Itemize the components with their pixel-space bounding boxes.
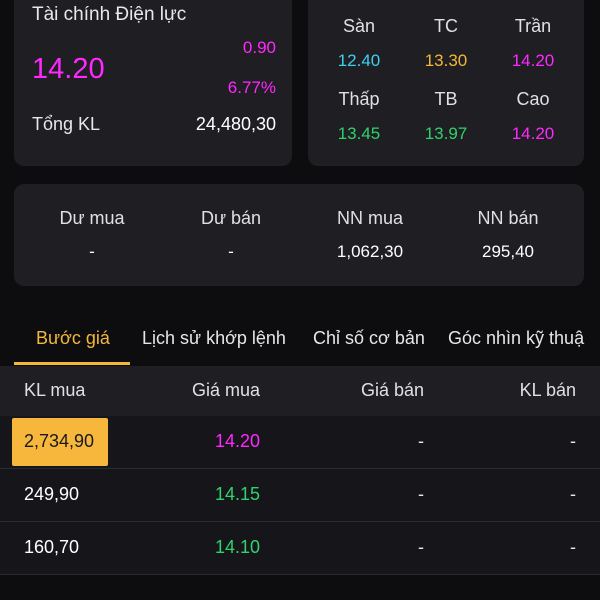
bid-price: 14.10 [214, 537, 260, 557]
table-row[interactable]: 249,90 14.15 - - [0, 469, 600, 522]
foreign-buy: NN mua 1,062,30 [300, 208, 440, 262]
price-change: 0.90 [242, 38, 276, 57]
bid-volume: 249,90 [24, 484, 80, 504]
ceiling-price-value: 14.20 [511, 51, 555, 70]
header-bid-volume: KL mua [24, 380, 86, 400]
average-price-label: TB [434, 89, 458, 109]
ask-volume: - [570, 484, 576, 504]
ask-volume: - [570, 431, 576, 451]
tab-technical-view[interactable]: Góc nhìn kỹ thuậ [448, 328, 585, 348]
ask-price: - [418, 431, 424, 451]
bid-volume: 2,734,90 [24, 431, 95, 451]
high-price: Cao 14.20 [488, 89, 578, 144]
bid-surplus-label: Dư mua [59, 208, 125, 228]
floor-price-label: Sàn [342, 16, 376, 36]
company-name: Tài chính Điện lực [32, 4, 187, 25]
ask-surplus-label: Dư bán [200, 208, 262, 228]
high-price-label: Cao [516, 89, 550, 109]
orderbook-header: KL mua Giá mua Giá bán KL bán [0, 366, 600, 416]
ask-surplus-value: - [228, 242, 234, 261]
reference-price-value: 13.30 [424, 51, 468, 70]
header-ask-price: Giá bán [360, 380, 424, 400]
foreign-buy-value: 1,062,30 [336, 242, 404, 261]
tab-price-steps[interactable]: Bước giá [36, 328, 110, 348]
reference-price: TC 13.30 [401, 16, 491, 71]
current-price: 14.20 [32, 53, 105, 85]
bid-surplus: Dư mua - [22, 208, 162, 262]
floor-price-value: 12.40 [337, 51, 381, 70]
total-volume-value: 24,480,30 [195, 114, 276, 134]
table-row[interactable]: 160,70 14.10 - - [0, 522, 600, 575]
stock-summary-card: Tài chính Điện lực 14.20 0.90 6.77% Tổng… [14, 0, 292, 166]
ceiling-price: Trần 14.20 [488, 16, 578, 71]
reference-price-label: TC [434, 16, 458, 36]
foreign-buy-label: NN mua [336, 208, 403, 228]
ask-price: - [418, 484, 424, 504]
low-price-label: Thấp [338, 89, 380, 109]
foreign-sell-value: 295,40 [482, 242, 534, 261]
price-change-percent: 6.77% [227, 78, 276, 97]
foreign-sell-label: NN bán [477, 208, 539, 228]
ask-surplus: Dư bán - [161, 208, 301, 262]
ask-price: - [418, 537, 424, 557]
ask-volume: - [570, 537, 576, 557]
header-ask-volume: KL bán [519, 380, 576, 400]
reference-prices-card: Sàn 12.40 TC 13.30 Trần 14.20 Thấp 13.45… [308, 0, 584, 166]
bid-price: 14.15 [214, 484, 260, 504]
foreign-sell: NN bán 295,40 [438, 208, 578, 262]
floor-price: Sàn 12.40 [314, 16, 404, 71]
low-price-value: 13.45 [337, 124, 381, 143]
average-price-value: 13.97 [424, 124, 468, 143]
average-price: TB 13.97 [401, 89, 491, 144]
detail-tabs: Bước giá Lịch sử khớp lệnh Chỉ số cơ bản… [0, 318, 600, 366]
total-volume-label: Tổng KL [32, 114, 101, 134]
high-price-value: 14.20 [511, 124, 555, 143]
trade-info-card: Dư mua - Dư bán - NN mua 1,062,30 NN bán… [14, 184, 584, 286]
active-tab-indicator [14, 362, 130, 365]
volume-highlight [12, 418, 108, 466]
ceiling-price-label: Trần [514, 16, 552, 36]
tab-match-history[interactable]: Lịch sử khớp lệnh [142, 328, 286, 348]
bid-price: 14.20 [214, 431, 260, 451]
low-price: Thấp 13.45 [314, 89, 404, 144]
tab-fundamentals[interactable]: Chỉ số cơ bản [313, 328, 425, 348]
bid-surplus-value: - [89, 242, 95, 261]
header-bid-price: Giá mua [191, 380, 260, 400]
bid-volume: 160,70 [24, 537, 80, 557]
table-row[interactable]: 2,734,90 14.20 - - [0, 416, 600, 469]
